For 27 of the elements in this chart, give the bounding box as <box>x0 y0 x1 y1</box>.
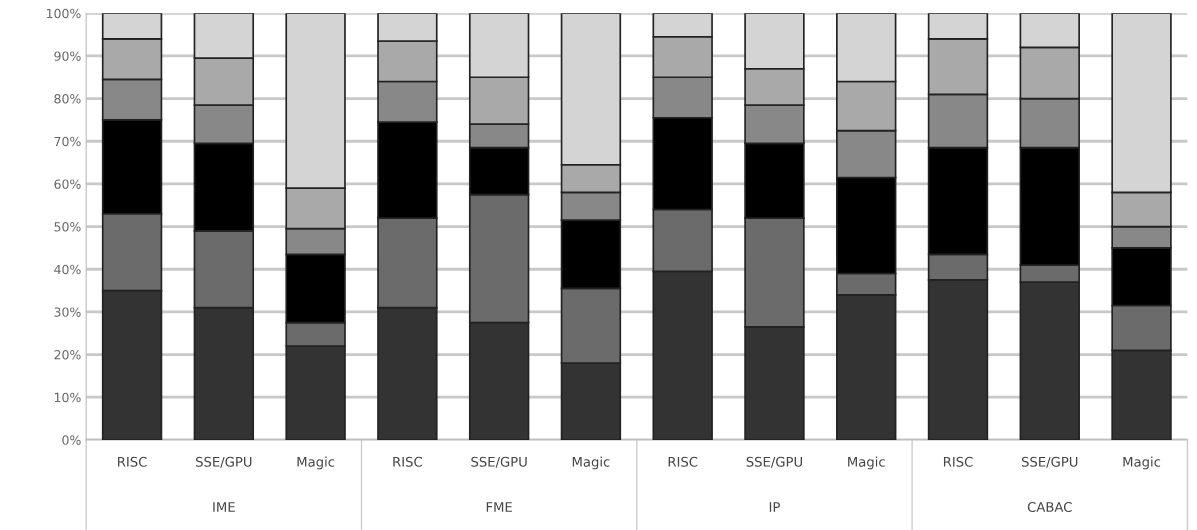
x-tick-label: Magic <box>848 456 885 470</box>
y-tick-label: 80% <box>54 94 81 104</box>
x-tick-label: SSE/GPU <box>746 456 802 468</box>
x-tick-label: Magic <box>1123 456 1161 470</box>
y-tick-label: 30% <box>54 307 81 317</box>
text: CABAC <box>1027 502 1072 512</box>
y-tick-label: 70% <box>54 136 81 147</box>
y-tick-label: 10% <box>54 392 81 403</box>
x-tick-label: SSE/GPU <box>196 456 252 468</box>
x-tick-label: Magic <box>572 456 610 470</box>
x-tick-label: SSE/GPU <box>471 456 527 468</box>
x-tick-label: RISC <box>118 456 147 467</box>
x-tick-label: Magic <box>297 456 335 470</box>
y-tick-label: 90% <box>54 51 81 61</box>
y-tick-label: 20% <box>54 350 81 360</box>
x-tick-label: RISC <box>668 456 698 467</box>
text: IME <box>213 502 235 512</box>
text: FME <box>486 502 512 512</box>
y-tick-label: 100% <box>46 8 81 19</box>
text: IP <box>769 502 780 512</box>
x-tick-label: RISC <box>943 456 973 467</box>
y-tick-label: 40% <box>54 264 81 275</box>
y-tick-label: 60% <box>54 179 81 189</box>
x-tick-label: SSE/GPU <box>1021 456 1078 468</box>
x-tick-label: RISC <box>393 456 422 467</box>
y-tick-label: 50% <box>54 222 81 232</box>
y-tick-label: 0% <box>62 435 81 445</box>
